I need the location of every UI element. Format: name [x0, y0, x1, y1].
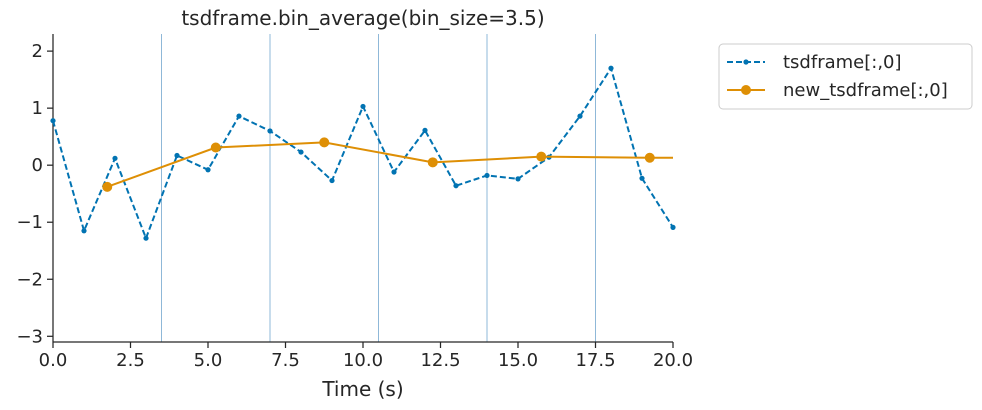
data-point-tsdframe — [422, 128, 427, 133]
data-point-tsdframe — [515, 176, 520, 181]
y-tick-label: −1 — [16, 212, 43, 233]
data-point-tsdframe — [298, 149, 303, 154]
data-point-new-tsdframe — [102, 182, 112, 192]
chart-title: tsdframe.bin_average(bin_size=3.5) — [181, 6, 544, 30]
legend: tsdframe[:,0] new_tsdframe[:,0] — [719, 44, 972, 109]
data-point-tsdframe — [112, 156, 117, 161]
legend-marker-tsdframe — [743, 59, 748, 64]
x-axis-ticks: 0.0 2.5 5.0 7.5 10.0 12.5 15.0 17.5 20.0 — [39, 342, 693, 371]
data-point-new-tsdframe — [536, 152, 546, 162]
x-tick-label: 7.5 — [271, 350, 300, 371]
data-point-tsdframe — [267, 128, 272, 133]
legend-label-tsdframe: tsdframe[:,0] — [783, 52, 902, 73]
data-point-tsdframe — [174, 153, 179, 158]
data-point-new-tsdframe — [319, 137, 329, 147]
data-point-tsdframe — [639, 176, 644, 181]
data-point-tsdframe — [81, 228, 86, 233]
x-axis-label: Time (s) — [321, 377, 403, 401]
y-tick-label: −2 — [16, 269, 43, 290]
bin-edge-lines — [162, 34, 596, 342]
y-tick-label: 0 — [32, 155, 43, 176]
data-point-tsdframe — [50, 118, 55, 123]
y-axis-ticks: −3 −2 −1 0 1 2 — [16, 41, 53, 347]
x-tick-label: 2.5 — [116, 350, 145, 371]
data-point-tsdframe — [484, 173, 489, 178]
x-tick-label: 12.5 — [420, 350, 460, 371]
series-line-tsdframe — [53, 68, 673, 238]
data-point-tsdframe — [360, 104, 365, 109]
x-tick-label: 20.0 — [653, 350, 693, 371]
data-point-new-tsdframe — [428, 157, 438, 167]
x-tick-label: 15.0 — [498, 350, 538, 371]
legend-marker-new-tsdframe — [741, 85, 751, 95]
data-point-tsdframe — [608, 66, 613, 71]
y-tick-label: 2 — [32, 41, 43, 62]
data-point-tsdframe — [205, 167, 210, 172]
x-tick-label: 17.5 — [575, 350, 615, 371]
data-point-tsdframe — [143, 236, 148, 241]
data-point-tsdframe — [670, 225, 675, 230]
chart: tsdframe.bin_average(bin_size=3.5) 0.0 2.… — [0, 0, 982, 410]
y-tick-label: −3 — [16, 326, 43, 347]
data-point-new-tsdframe — [211, 143, 221, 153]
data-point-tsdframe — [577, 114, 582, 119]
data-point-tsdframe — [236, 114, 241, 119]
data-point-tsdframe — [391, 169, 396, 174]
series-layer — [50, 66, 675, 241]
y-tick-label: 1 — [32, 98, 43, 119]
data-point-new-tsdframe — [645, 153, 655, 163]
data-point-tsdframe — [329, 178, 334, 183]
axes — [53, 34, 673, 342]
x-tick-label: 10.0 — [343, 350, 383, 371]
x-tick-label: 0.0 — [39, 350, 68, 371]
data-point-tsdframe — [453, 183, 458, 188]
legend-label-new-tsdframe: new_tsdframe[:,0] — [783, 80, 948, 101]
x-tick-label: 5.0 — [194, 350, 223, 371]
